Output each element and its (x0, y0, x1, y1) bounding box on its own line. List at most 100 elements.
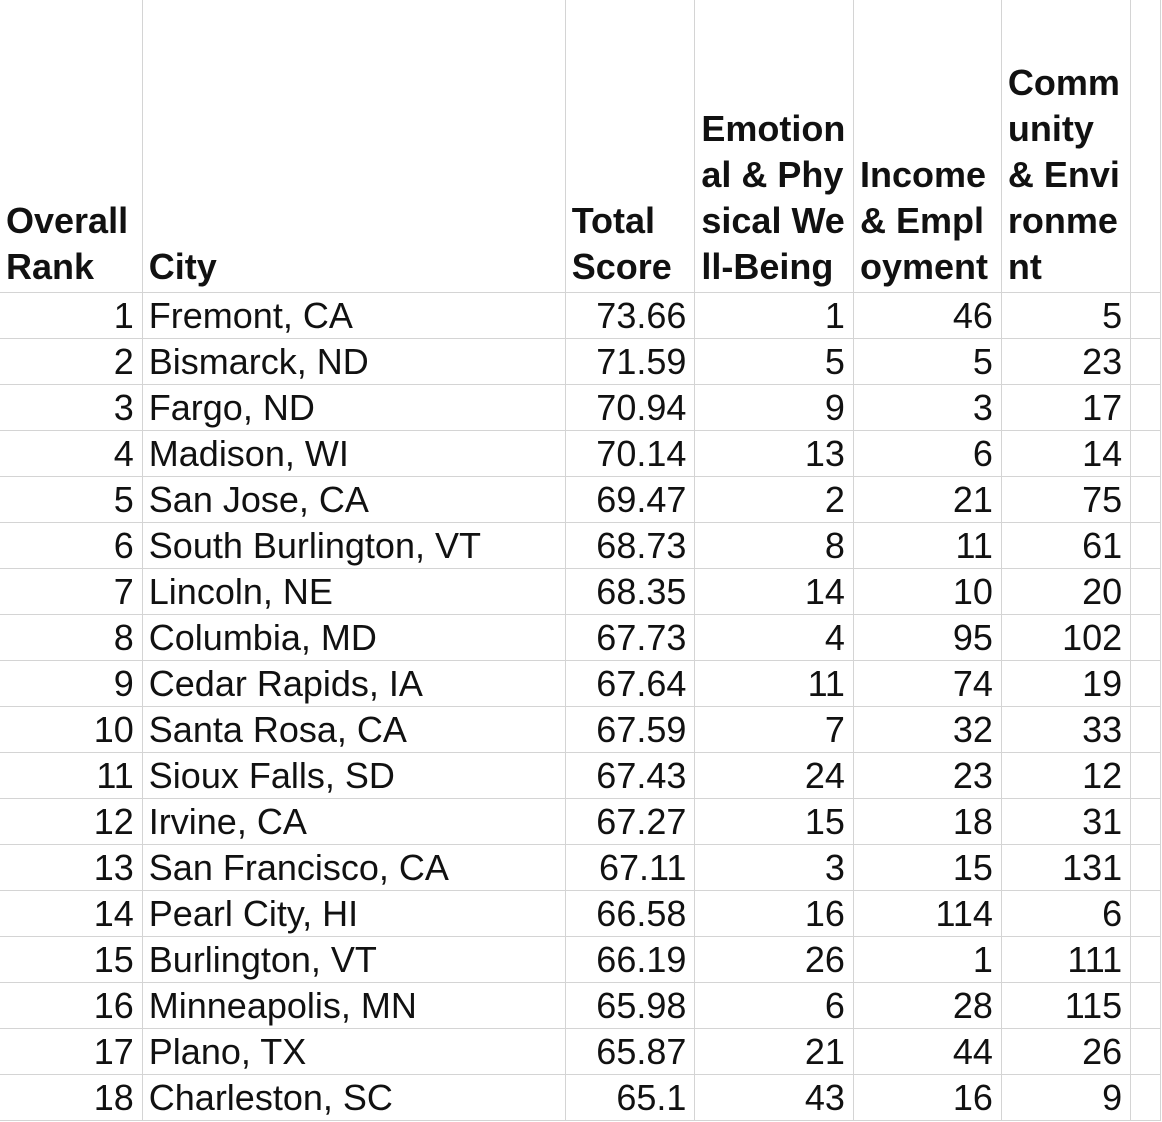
empty-header-cell[interactable] (1130, 0, 1161, 293)
cell-income-employment[interactable]: 15 (852, 844, 1002, 891)
cell-community-environment[interactable]: 5 (1000, 292, 1132, 339)
cell-overall-rank[interactable]: 15 (0, 936, 143, 983)
empty-cell[interactable] (1130, 614, 1161, 661)
cell-total-score[interactable]: 71.59 (564, 338, 696, 385)
cell-total-score[interactable]: 68.73 (564, 522, 696, 569)
cell-income-employment[interactable]: 46 (852, 292, 1002, 339)
cell-wellbeing[interactable]: 6 (694, 982, 854, 1029)
cell-wellbeing[interactable]: 8 (694, 522, 854, 569)
cell-city[interactable]: Lincoln, NE (141, 568, 566, 615)
cell-overall-rank[interactable]: 12 (0, 798, 143, 845)
empty-cell[interactable] (1130, 568, 1161, 615)
empty-cell[interactable] (1130, 384, 1161, 431)
cell-income-employment[interactable]: 95 (852, 614, 1002, 661)
cell-wellbeing[interactable]: 9 (694, 384, 854, 431)
cell-community-environment[interactable]: 61 (1000, 522, 1132, 569)
cell-overall-rank[interactable]: 8 (0, 614, 143, 661)
cell-city[interactable]: South Burlington, VT (141, 522, 566, 569)
cell-city[interactable]: San Francisco, CA (141, 844, 566, 891)
cell-overall-rank[interactable]: 18 (0, 1074, 143, 1121)
cell-overall-rank[interactable]: 2 (0, 338, 143, 385)
cell-total-score[interactable]: 67.64 (564, 660, 696, 707)
cell-community-environment[interactable]: 20 (1000, 568, 1132, 615)
cell-total-score[interactable]: 67.11 (564, 844, 696, 891)
cell-total-score[interactable]: 67.59 (564, 706, 696, 753)
cell-city[interactable]: Madison, WI (141, 430, 566, 477)
cell-city[interactable]: Bismarck, ND (141, 338, 566, 385)
cell-community-environment[interactable]: 6 (1000, 890, 1132, 937)
cell-income-employment[interactable]: 32 (852, 706, 1002, 753)
cell-city[interactable]: Plano, TX (141, 1028, 566, 1075)
empty-cell[interactable] (1130, 522, 1161, 569)
cell-community-environment[interactable]: 26 (1000, 1028, 1132, 1075)
cell-total-score[interactable]: 70.14 (564, 430, 696, 477)
cell-income-employment[interactable]: 10 (852, 568, 1002, 615)
empty-cell[interactable] (1130, 660, 1161, 707)
cell-total-score[interactable]: 67.73 (564, 614, 696, 661)
cell-total-score[interactable]: 67.43 (564, 752, 696, 799)
cell-total-score[interactable]: 67.27 (564, 798, 696, 845)
cell-community-environment[interactable]: 131 (1000, 844, 1132, 891)
empty-cell[interactable] (1130, 752, 1161, 799)
cell-city[interactable]: Sioux Falls, SD (141, 752, 566, 799)
cell-income-employment[interactable]: 114 (852, 890, 1002, 937)
cell-wellbeing[interactable]: 26 (694, 936, 854, 983)
cell-total-score[interactable]: 65.87 (564, 1028, 696, 1075)
cell-city[interactable]: Fargo, ND (141, 384, 566, 431)
cell-overall-rank[interactable]: 16 (0, 982, 143, 1029)
cell-income-employment[interactable]: 21 (852, 476, 1002, 523)
cell-city[interactable]: San Jose, CA (141, 476, 566, 523)
cell-overall-rank[interactable]: 17 (0, 1028, 143, 1075)
cell-wellbeing[interactable]: 4 (694, 614, 854, 661)
cell-overall-rank[interactable]: 4 (0, 430, 143, 477)
header-overall-rank[interactable]: Overall Rank (0, 0, 143, 293)
cell-wellbeing[interactable]: 1 (694, 292, 854, 339)
cell-wellbeing[interactable]: 3 (694, 844, 854, 891)
empty-cell[interactable] (1130, 1028, 1161, 1075)
cell-income-employment[interactable]: 6 (852, 430, 1002, 477)
cell-wellbeing[interactable]: 5 (694, 338, 854, 385)
cell-community-environment[interactable]: 31 (1000, 798, 1132, 845)
cell-income-employment[interactable]: 11 (852, 522, 1002, 569)
cell-community-environment[interactable]: 12 (1000, 752, 1132, 799)
cell-income-employment[interactable]: 28 (852, 982, 1002, 1029)
cell-income-employment[interactable]: 3 (852, 384, 1002, 431)
cell-community-environment[interactable]: 111 (1000, 936, 1132, 983)
empty-cell[interactable] (1130, 338, 1161, 385)
cell-wellbeing[interactable]: 13 (694, 430, 854, 477)
cell-total-score[interactable]: 70.94 (564, 384, 696, 431)
cell-income-employment[interactable]: 74 (852, 660, 1002, 707)
cell-city[interactable]: Pearl City, HI (141, 890, 566, 937)
cell-community-environment[interactable]: 102 (1000, 614, 1132, 661)
header-city[interactable]: City (141, 0, 566, 293)
cell-overall-rank[interactable]: 7 (0, 568, 143, 615)
cell-total-score[interactable]: 66.58 (564, 890, 696, 937)
cell-wellbeing[interactable]: 16 (694, 890, 854, 937)
empty-cell[interactable] (1130, 844, 1161, 891)
cell-community-environment[interactable]: 23 (1000, 338, 1132, 385)
cell-overall-rank[interactable]: 5 (0, 476, 143, 523)
cell-income-employment[interactable]: 16 (852, 1074, 1002, 1121)
cell-wellbeing[interactable]: 21 (694, 1028, 854, 1075)
empty-cell[interactable] (1130, 476, 1161, 523)
empty-cell[interactable] (1130, 1074, 1161, 1121)
header-total-score[interactable]: Total Score (564, 0, 696, 293)
cell-community-environment[interactable]: 19 (1000, 660, 1132, 707)
cell-city[interactable]: Burlington, VT (141, 936, 566, 983)
cell-wellbeing[interactable]: 15 (694, 798, 854, 845)
cell-overall-rank[interactable]: 10 (0, 706, 143, 753)
cell-community-environment[interactable]: 115 (1000, 982, 1132, 1029)
cell-total-score[interactable]: 69.47 (564, 476, 696, 523)
cell-community-environment[interactable]: 33 (1000, 706, 1132, 753)
cell-overall-rank[interactable]: 13 (0, 844, 143, 891)
cell-overall-rank[interactable]: 11 (0, 752, 143, 799)
cell-total-score[interactable]: 65.1 (564, 1074, 696, 1121)
header-community-environment[interactable]: Community & Environment (1000, 0, 1132, 293)
cell-overall-rank[interactable]: 1 (0, 292, 143, 339)
cell-income-employment[interactable]: 1 (852, 936, 1002, 983)
cell-total-score[interactable]: 68.35 (564, 568, 696, 615)
cell-total-score[interactable]: 66.19 (564, 936, 696, 983)
cell-income-employment[interactable]: 18 (852, 798, 1002, 845)
cell-overall-rank[interactable]: 14 (0, 890, 143, 937)
empty-cell[interactable] (1130, 292, 1161, 339)
